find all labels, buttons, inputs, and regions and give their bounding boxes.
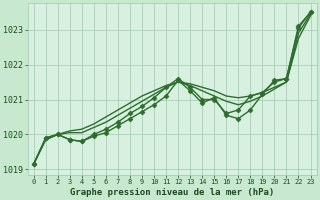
X-axis label: Graphe pression niveau de la mer (hPa): Graphe pression niveau de la mer (hPa) [70,188,274,197]
